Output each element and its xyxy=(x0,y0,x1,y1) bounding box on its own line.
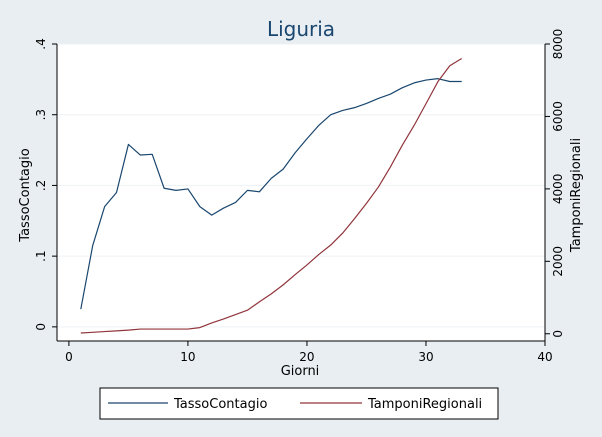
x-axis-label: Giorni xyxy=(281,364,320,379)
series-line-tassocontagio xyxy=(80,78,462,310)
chart-title: Liguria xyxy=(267,17,335,41)
y-right-tick-label: 2000 xyxy=(551,246,565,277)
y-right-tick-label: 0 xyxy=(551,330,565,338)
y-left-tick-label: .2 xyxy=(34,180,48,191)
y-left-tick-label: .3 xyxy=(34,109,48,120)
x-tick-label: 10 xyxy=(180,350,195,364)
series-line-tamponiregionali xyxy=(80,57,462,334)
series xyxy=(80,57,462,334)
legend: TassoContagio TamponiRegionali xyxy=(99,387,499,420)
grid xyxy=(57,43,545,328)
y-axis-left-label: TassoContagio xyxy=(18,148,33,242)
x-tick-label: 20 xyxy=(299,350,314,364)
y-left-tick-label: .4 xyxy=(34,38,48,49)
y-left-tick-label: 0 xyxy=(34,323,48,331)
legend-label-tassocontagio: TassoContagio xyxy=(173,397,267,412)
y-left-tick-label: .1 xyxy=(34,250,48,261)
axes: .4 .3 .2 .1 0 8000 6000 4000 2000 0 0 10 20 30 40 xyxy=(34,29,565,364)
y-right-tick-label: 8000 xyxy=(551,29,565,60)
y-axis-right-label: TamponiRegionali xyxy=(569,138,584,253)
x-tick-label: 0 xyxy=(65,350,73,364)
x-tick-label: 30 xyxy=(418,350,433,364)
plot-area xyxy=(57,44,545,341)
legend-label-tamponiregionali: TamponiRegionali xyxy=(367,397,482,412)
y-right-tick-label: 4000 xyxy=(551,174,565,205)
x-tick-label: 40 xyxy=(537,350,552,364)
y-right-tick-label: 6000 xyxy=(551,101,565,132)
legend-box xyxy=(99,387,499,420)
